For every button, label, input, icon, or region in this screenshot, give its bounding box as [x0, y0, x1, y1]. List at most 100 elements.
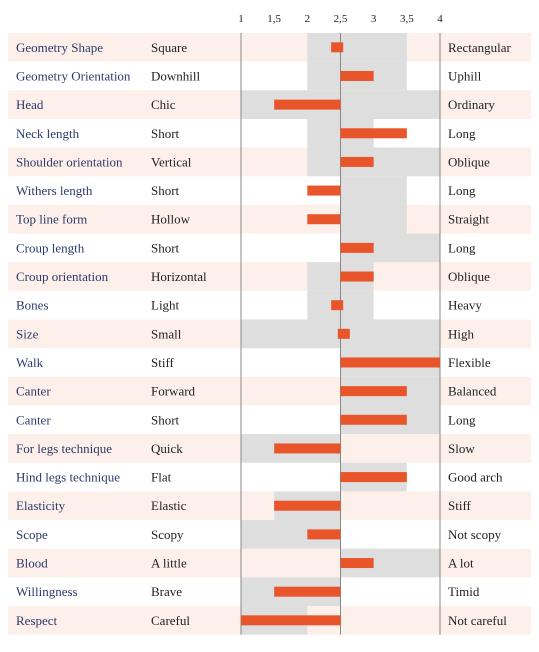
value-bar — [340, 472, 407, 483]
trait-label: Withers length — [16, 183, 93, 198]
value-bar — [307, 185, 341, 196]
trait-label: Shoulder orientation — [16, 154, 123, 169]
trait-label: Top line form — [16, 212, 87, 227]
right-pole-label: Not careful — [448, 613, 507, 628]
value-bar — [340, 128, 407, 139]
row-band — [8, 491, 531, 521]
left-pole-label: Short — [151, 183, 180, 198]
trait-label: Size — [16, 326, 39, 341]
right-pole-label: Long — [448, 240, 476, 255]
value-bar — [340, 357, 440, 368]
x-tick-label: 3 — [371, 13, 377, 25]
value-bar — [340, 558, 374, 569]
x-tick-label: 1 — [238, 13, 244, 25]
right-pole-label: Rectangular — [448, 40, 511, 55]
range-band — [307, 147, 440, 177]
left-pole-label: Brave — [151, 584, 182, 599]
trait-label: Blood — [16, 556, 48, 571]
row-band — [8, 376, 531, 406]
trait-label: Head — [16, 97, 44, 112]
value-bar — [331, 42, 344, 53]
left-pole-label: Square — [151, 40, 187, 55]
right-pole-label: High — [448, 326, 475, 341]
trait-label: Geometry Orientation — [16, 68, 131, 83]
left-pole-label: Hollow — [151, 212, 191, 227]
row-band — [8, 548, 531, 578]
row-band — [8, 204, 531, 234]
x-tick-label: 4 — [437, 13, 443, 25]
row-band — [8, 33, 531, 62]
x-tick-label: 2,5 — [334, 13, 348, 25]
range-band — [340, 176, 407, 205]
trait-label: Walk — [16, 355, 44, 370]
right-pole-label: Oblique — [448, 154, 490, 169]
right-pole-label: Good arch — [448, 470, 503, 485]
left-pole-label: Flat — [151, 470, 172, 485]
left-pole-label: Horizontal — [151, 269, 207, 284]
value-bar — [337, 328, 350, 339]
right-pole-label: Balanced — [448, 384, 497, 399]
value-bar — [340, 242, 374, 253]
right-pole-label: Flexible — [448, 355, 491, 370]
trait-label: Hind legs technique — [16, 470, 120, 485]
right-pole-label: Oblique — [448, 269, 490, 284]
left-pole-label: Elastic — [151, 498, 187, 513]
row-band — [8, 262, 531, 291]
right-pole-label: Not scopy — [448, 527, 502, 542]
value-bar — [340, 156, 374, 167]
right-pole-label: Uphill — [448, 68, 482, 83]
right-pole-label: Long — [448, 183, 476, 198]
trait-label: Canter — [16, 384, 51, 399]
value-bar — [241, 615, 341, 626]
left-pole-label: Downhill — [151, 68, 201, 83]
value-bar — [340, 386, 407, 397]
left-pole-label: Forward — [151, 384, 196, 399]
value-bar — [307, 529, 341, 540]
left-pole-label: Chic — [151, 97, 176, 112]
trait-label: Bones — [16, 298, 49, 313]
left-pole-label: Short — [151, 240, 180, 255]
right-pole-label: A lot — [448, 556, 474, 571]
row-band — [8, 147, 531, 177]
right-pole-label: Timid — [448, 584, 480, 599]
trait-label: Elasticity — [16, 498, 66, 513]
range-band — [340, 204, 407, 234]
value-bar — [331, 300, 344, 311]
left-pole-label: A little — [151, 556, 187, 571]
x-tick-label: 2 — [305, 13, 311, 25]
right-pole-label: Long — [448, 126, 476, 141]
left-pole-label: Quick — [151, 441, 183, 456]
value-bar — [274, 500, 341, 511]
left-pole-label: Short — [151, 412, 180, 427]
trait-label: Willingness — [16, 584, 78, 599]
range-band — [307, 33, 407, 62]
trait-label: For legs technique — [16, 441, 112, 456]
trait-label: Canter — [16, 412, 51, 427]
value-bar — [340, 271, 374, 282]
trait-label: Croup orientation — [16, 269, 109, 284]
value-bar — [274, 586, 341, 597]
value-bar — [340, 70, 374, 81]
left-pole-label: Careful — [151, 613, 190, 628]
trait-label: Croup length — [16, 240, 85, 255]
left-pole-label: Light — [151, 298, 180, 313]
left-pole-label: Vertical — [151, 154, 192, 169]
value-bar — [274, 99, 341, 110]
value-bar — [307, 214, 341, 225]
right-pole-label: Straight — [448, 212, 490, 227]
trait-label: Neck length — [16, 126, 80, 141]
x-tick-label: 1,5 — [267, 13, 281, 25]
value-bar — [340, 414, 407, 425]
right-pole-label: Slow — [448, 441, 475, 456]
value-bar — [274, 443, 341, 454]
trait-label: Respect — [16, 613, 58, 628]
right-pole-label: Heavy — [448, 298, 482, 313]
left-pole-label: Scopy — [151, 527, 184, 542]
trait-label: Geometry Shape — [16, 40, 103, 55]
left-pole-label: Stiff — [151, 355, 175, 370]
left-pole-label: Small — [151, 326, 182, 341]
left-pole-label: Short — [151, 126, 180, 141]
right-pole-label: Ordinary — [448, 97, 495, 112]
x-tick-label: 3,5 — [400, 13, 414, 25]
